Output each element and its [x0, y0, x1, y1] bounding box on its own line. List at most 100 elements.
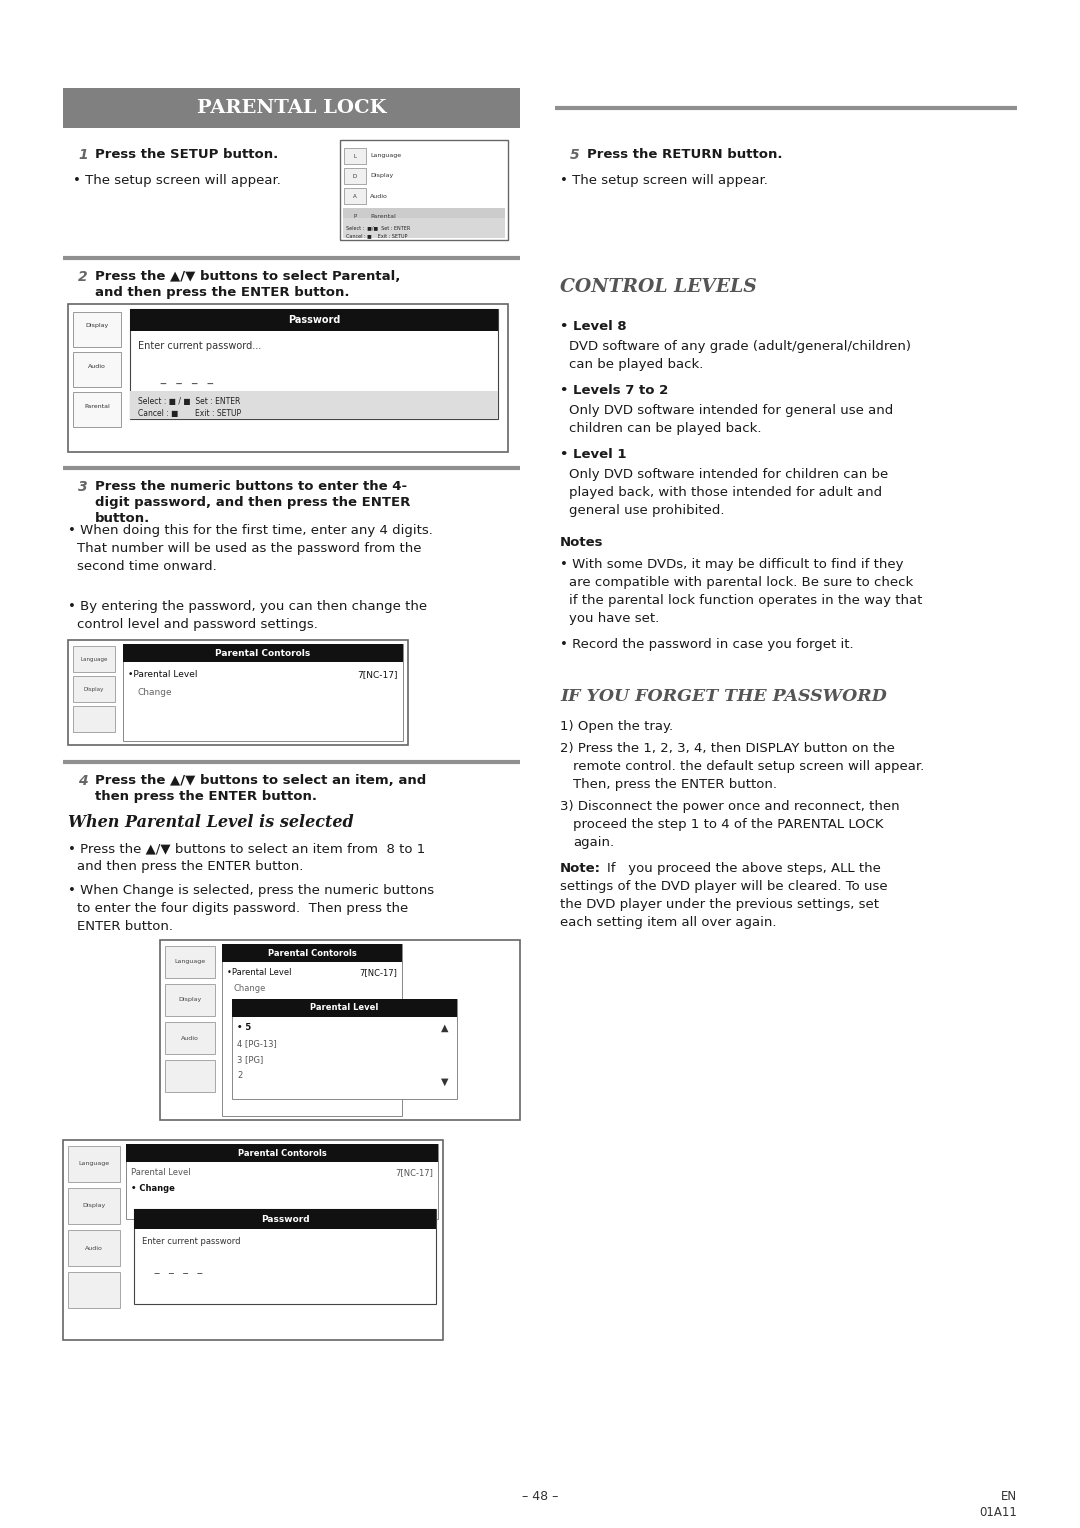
Bar — [73, 675, 114, 701]
Text: children can be played back.: children can be played back. — [569, 422, 761, 435]
Text: Only DVD software intended for children can be: Only DVD software intended for children … — [569, 468, 888, 481]
Text: ▲: ▲ — [442, 1024, 449, 1033]
Text: Password: Password — [260, 1215, 309, 1224]
Bar — [73, 646, 114, 672]
Bar — [343, 219, 505, 238]
Text: Enter current password...: Enter current password... — [138, 341, 261, 351]
Bar — [165, 1060, 215, 1093]
Text: A: A — [353, 194, 356, 199]
Bar — [73, 706, 114, 732]
Text: the DVD player under the previous settings, set: the DVD player under the previous settin… — [561, 898, 879, 911]
Text: Display: Display — [85, 324, 109, 329]
Text: 1: 1 — [78, 148, 87, 162]
Bar — [63, 89, 519, 128]
Text: Parental Level: Parental Level — [310, 1004, 379, 1013]
Text: each setting item all over again.: each setting item all over again. — [561, 915, 777, 929]
Bar — [165, 946, 215, 978]
Text: 3: 3 — [78, 480, 87, 494]
Bar — [68, 1146, 120, 1183]
Bar — [73, 351, 121, 387]
Text: •Parental Level: •Parental Level — [129, 669, 198, 678]
Text: • Press the ▲/▼ buttons to select an item from  8 to 1: • Press the ▲/▼ buttons to select an ite… — [68, 842, 426, 856]
Text: digit password, and then press the ENTER: digit password, and then press the ENTER — [95, 497, 410, 509]
Text: Display: Display — [84, 686, 104, 692]
Text: • Level 8: • Level 8 — [561, 319, 626, 333]
Text: Select : ■ / ■  Set : ENTER: Select : ■ / ■ Set : ENTER — [138, 397, 241, 406]
Bar — [165, 984, 215, 1016]
Text: Press the ▲/▼ buttons to select Parental,: Press the ▲/▼ buttons to select Parental… — [95, 270, 401, 283]
Text: Then, press the ENTER button.: Then, press the ENTER button. — [573, 778, 777, 792]
Text: When Parental Level is selected: When Parental Level is selected — [68, 814, 354, 831]
Text: D: D — [353, 174, 357, 179]
Text: 2: 2 — [78, 270, 87, 284]
Text: can be played back.: can be played back. — [569, 358, 703, 371]
Text: proceed the step 1 to 4 of the PARENTAL LOCK: proceed the step 1 to 4 of the PARENTAL … — [573, 817, 883, 831]
Text: and then press the ENTER button.: and then press the ENTER button. — [77, 860, 303, 872]
Text: button.: button. — [95, 512, 150, 526]
Text: • When Change is selected, press the numeric buttons: • When Change is selected, press the num… — [68, 885, 434, 897]
Bar — [165, 1022, 215, 1054]
Text: if the parental lock function operates in the way that: if the parental lock function operates i… — [569, 594, 922, 607]
Bar — [160, 940, 519, 1120]
Text: again.: again. — [573, 836, 615, 850]
Text: Select :  ■/■  Set : ENTER: Select : ■/■ Set : ENTER — [346, 226, 410, 231]
Text: • The setup screen will appear.: • The setup screen will appear. — [561, 174, 768, 186]
Text: Parental: Parental — [84, 403, 110, 408]
Text: • Record the password in case you forget it.: • Record the password in case you forget… — [561, 639, 853, 651]
Text: Note:: Note: — [561, 862, 600, 876]
Text: Cancel : ■       Exit : SETUP: Cancel : ■ Exit : SETUP — [138, 410, 241, 419]
Bar — [126, 1144, 438, 1161]
Text: That number will be used as the password from the: That number will be used as the password… — [77, 542, 421, 555]
Bar — [123, 643, 403, 741]
Text: Audio: Audio — [89, 364, 106, 368]
Text: remote control. the default setup screen will appear.: remote control. the default setup screen… — [573, 759, 924, 773]
Text: Parental Level: Parental Level — [131, 1167, 191, 1177]
Bar — [68, 1271, 120, 1308]
Bar — [340, 141, 508, 240]
Text: Press the SETUP button.: Press the SETUP button. — [95, 148, 279, 160]
Text: PARENTAL LOCK: PARENTAL LOCK — [197, 99, 387, 118]
Text: DVD software of any grade (adult/general/children): DVD software of any grade (adult/general… — [569, 341, 912, 353]
Text: Cancel : ■    Exit : SETUP: Cancel : ■ Exit : SETUP — [346, 234, 407, 238]
Bar — [134, 1209, 436, 1303]
Bar — [68, 1187, 120, 1224]
Text: Display: Display — [178, 998, 202, 1002]
Text: Press the ▲/▼ buttons to select an item, and: Press the ▲/▼ buttons to select an item,… — [95, 775, 427, 787]
Text: settings of the DVD player will be cleared. To use: settings of the DVD player will be clear… — [561, 880, 888, 892]
Text: to enter the four digits password.  Then press the: to enter the four digits password. Then … — [77, 902, 408, 915]
Text: Audio: Audio — [370, 194, 388, 199]
Text: Audio: Audio — [181, 1036, 199, 1041]
Bar — [68, 640, 408, 746]
Bar — [345, 208, 366, 225]
Text: Parental Contorols: Parental Contorols — [215, 648, 311, 657]
Text: • 5: • 5 — [237, 1024, 252, 1031]
Text: 2) Press the 1, 2, 3, 4, then DISPLAY button on the: 2) Press the 1, 2, 3, 4, then DISPLAY bu… — [561, 743, 895, 755]
Text: Parental Contorols: Parental Contorols — [238, 1149, 326, 1158]
Text: then press the ENTER button.: then press the ENTER button. — [95, 790, 318, 804]
Text: Language: Language — [79, 1161, 109, 1166]
Text: Press the numeric buttons to enter the 4-: Press the numeric buttons to enter the 4… — [95, 480, 407, 494]
Bar — [68, 304, 508, 452]
Bar — [73, 312, 121, 347]
Bar — [126, 1144, 438, 1219]
Bar — [130, 309, 498, 332]
Bar — [63, 1140, 443, 1340]
Text: played back, with those intended for adult and: played back, with those intended for adu… — [569, 486, 882, 500]
Text: P: P — [353, 214, 356, 219]
Text: Change: Change — [234, 984, 267, 993]
Bar — [134, 1209, 436, 1229]
Text: and then press the ENTER button.: and then press the ENTER button. — [95, 286, 350, 299]
Text: • The setup screen will appear.: • The setup screen will appear. — [73, 174, 281, 186]
Bar — [123, 643, 403, 662]
Bar — [345, 148, 366, 163]
Text: control level and password settings.: control level and password settings. — [77, 617, 318, 631]
Text: 7[NC-17]: 7[NC-17] — [357, 669, 399, 678]
Bar — [222, 944, 402, 1115]
Text: –  –  –  –: – – – – — [160, 377, 214, 391]
Text: If   you proceed the above steps, ALL the: If you proceed the above steps, ALL the — [607, 862, 881, 876]
Bar — [343, 208, 505, 225]
Bar — [68, 1230, 120, 1267]
Text: L: L — [353, 153, 356, 159]
Text: 3 [PG]: 3 [PG] — [237, 1054, 264, 1063]
Text: Language: Language — [370, 153, 401, 159]
